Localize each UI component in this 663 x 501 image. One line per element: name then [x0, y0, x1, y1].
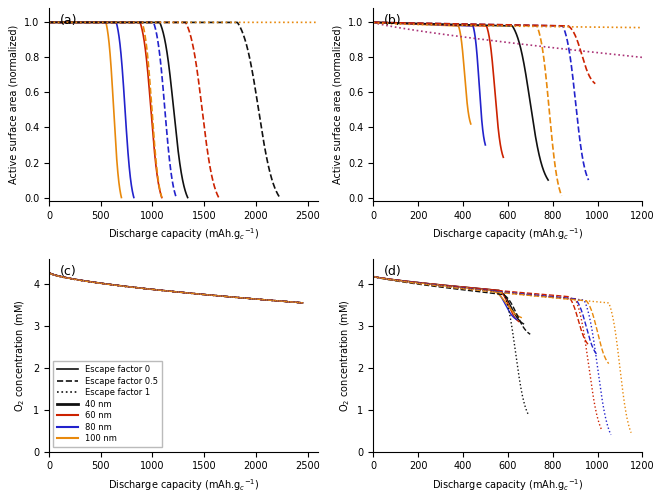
X-axis label: Discharge capacity (mAh.g$_c$$^{-1}$): Discharge capacity (mAh.g$_c$$^{-1}$) [108, 477, 259, 492]
Text: (a): (a) [60, 14, 78, 27]
Y-axis label: Active surface area (normalized): Active surface area (normalized) [9, 25, 19, 184]
Text: (b): (b) [384, 14, 402, 27]
Y-axis label: Active surface area (normalized): Active surface area (normalized) [333, 25, 343, 184]
X-axis label: Discharge capacity (mAh.g$_c$$^{-1}$): Discharge capacity (mAh.g$_c$$^{-1}$) [432, 226, 583, 242]
X-axis label: Discharge capacity (mAh.g$_c$$^{-1}$): Discharge capacity (mAh.g$_c$$^{-1}$) [108, 226, 259, 242]
X-axis label: Discharge capacity (mAh.g$_c$$^{-1}$): Discharge capacity (mAh.g$_c$$^{-1}$) [432, 477, 583, 492]
Text: (d): (d) [384, 265, 402, 278]
Y-axis label: O$_2$ concentration (mM): O$_2$ concentration (mM) [14, 299, 27, 412]
Legend: Escape factor 0, Escape factor 0.5, Escape factor 1, 40 nm, 60 nm, 80 nm, 100 nm: Escape factor 0, Escape factor 0.5, Esca… [53, 361, 162, 447]
Y-axis label: O$_2$ concentration (mM): O$_2$ concentration (mM) [338, 299, 351, 412]
Text: (c): (c) [60, 265, 76, 278]
